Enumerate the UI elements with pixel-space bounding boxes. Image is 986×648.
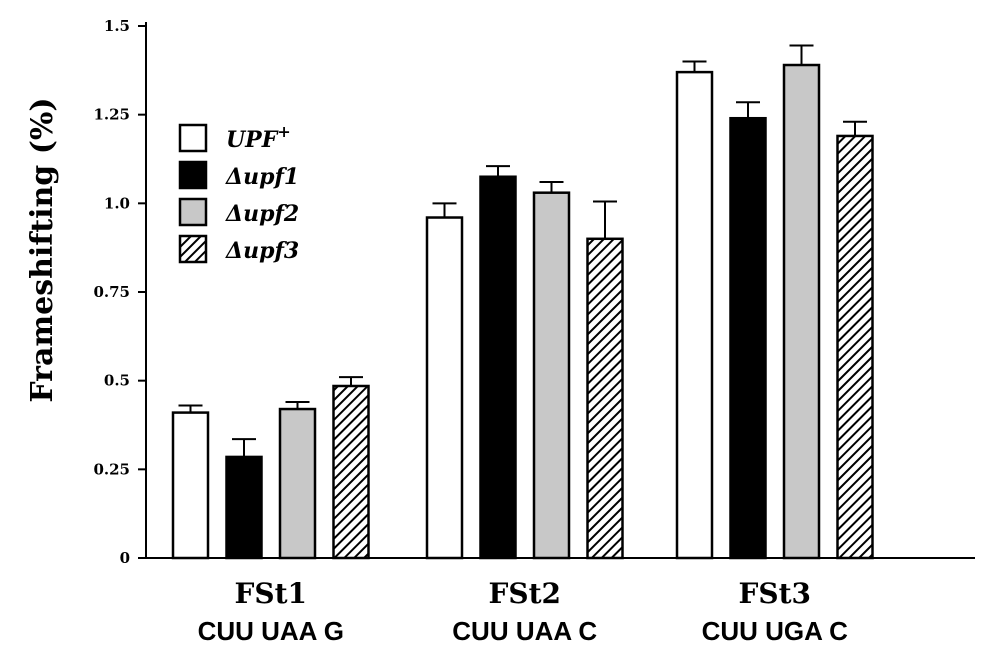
bar bbox=[225, 455, 263, 560]
bar bbox=[332, 384, 370, 560]
legend: UPF+ Δupf1 Δupf2 Δupf3 bbox=[178, 122, 299, 264]
y-tick-label: 0.25 bbox=[93, 460, 130, 478]
y-tick-label: 0.5 bbox=[104, 372, 130, 390]
y-tick-label: 1.0 bbox=[104, 194, 130, 212]
y-tick-label: 0 bbox=[120, 549, 130, 567]
category-sublabel: CUU UAA G bbox=[198, 616, 344, 646]
y-tick-label: 1.25 bbox=[93, 106, 130, 124]
category-labels: FSt1 CUU UAA G FSt2 CUU UAA C FSt3 CUU UGA C bbox=[198, 577, 849, 646]
y-tick-label: 1.5 bbox=[104, 17, 130, 35]
bar bbox=[675, 70, 714, 560]
y-ticks: 0 0.25 0.5 0.75 1.0 1.25 1.5 bbox=[93, 17, 146, 567]
category-sublabel: CUU UAA C bbox=[452, 616, 597, 646]
bar bbox=[782, 63, 821, 560]
legend-label: Δupf1 bbox=[225, 164, 299, 190]
bar bbox=[425, 216, 464, 560]
y-tick-label: 0.75 bbox=[93, 283, 130, 301]
legend-label: Δupf2 bbox=[225, 201, 299, 227]
legend-swatch bbox=[178, 234, 208, 264]
legend-swatch bbox=[178, 197, 208, 227]
bars bbox=[171, 44, 874, 560]
category-label: FSt2 bbox=[488, 577, 561, 610]
bar bbox=[278, 407, 317, 560]
bar bbox=[479, 175, 517, 560]
bar bbox=[171, 411, 210, 560]
bar bbox=[586, 237, 624, 560]
y-axis-label: Frameshifting (%) bbox=[25, 97, 60, 402]
legend-label: UPF+ bbox=[226, 122, 291, 153]
legend-swatch bbox=[178, 123, 208, 153]
category-label: FSt1 bbox=[234, 577, 307, 610]
legend-superscript: + bbox=[277, 122, 290, 141]
legend-label: Δupf3 bbox=[225, 238, 299, 264]
bar bbox=[836, 134, 874, 560]
bar bbox=[729, 116, 767, 560]
category-label: FSt3 bbox=[738, 577, 811, 610]
bar bbox=[532, 191, 571, 560]
category-sublabel: CUU UGA C bbox=[702, 616, 849, 646]
legend-swatch bbox=[178, 160, 208, 190]
